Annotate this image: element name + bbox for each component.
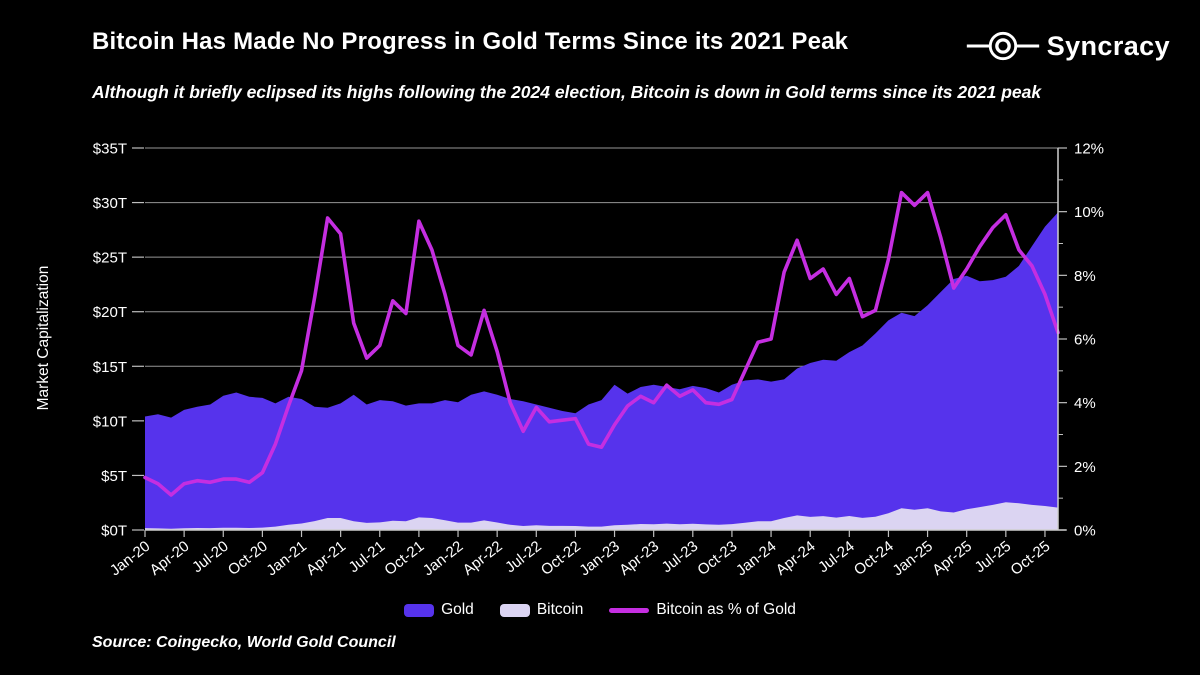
x-tick-label: Jan-22 — [420, 538, 467, 580]
syncracy-logo-icon — [966, 31, 1039, 61]
page-title: Bitcoin Has Made No Progress in Gold Ter… — [92, 28, 849, 55]
x-tick-label: Apr-23 — [616, 538, 662, 579]
right-tick-label: 8% — [1074, 268, 1096, 285]
legend-label: Bitcoin — [536, 601, 584, 618]
y-axis-title: Market Capitalization — [35, 265, 52, 411]
x-tick-label: Jul-24 — [815, 538, 858, 577]
x-tick-label: Jan-24 — [733, 538, 780, 580]
legend-item-pct: Bitcoin as % of Gold — [609, 601, 796, 619]
x-tick-label: Jan-20 — [107, 538, 154, 580]
x-tick-label: Apr-25 — [929, 538, 975, 579]
x-tick-label: Jan-23 — [576, 538, 623, 580]
x-tick-label: Jan-21 — [263, 538, 310, 580]
x-tick-label: Oct-22 — [538, 538, 584, 579]
legend-item-bitcoin: Bitcoin — [499, 601, 584, 619]
left-tick-label: $20T — [93, 304, 127, 321]
left-tick-label: $15T — [93, 359, 127, 376]
right-tick-label: 2% — [1074, 459, 1096, 476]
right-tick-label: 0% — [1074, 523, 1096, 540]
x-tick-label: Oct-24 — [851, 538, 897, 579]
left-tick-label: $35T — [93, 141, 127, 158]
x-tick-label: Apr-21 — [303, 538, 349, 579]
right-tick-label: 10% — [1074, 204, 1104, 221]
bitcoin-as-of-gold-line — [143, 190, 1060, 497]
x-tick-label: Apr-22 — [460, 538, 506, 579]
source-note: Source: Coingecko, World Gold Council — [92, 634, 396, 651]
x-tick-label: Jan-25 — [889, 538, 936, 580]
right-tick-label: 6% — [1074, 332, 1096, 349]
x-tick-label: Jul-22 — [502, 538, 545, 577]
left-tick-label: $25T — [93, 250, 127, 267]
chart-legend: Gold Bitcoin Bitcoin as % of Gold — [0, 601, 1200, 619]
gold-swatch-icon — [404, 603, 435, 617]
right-tick-label: 12% — [1074, 141, 1104, 158]
legend-label: Bitcoin as % of Gold — [656, 601, 796, 618]
pct-line-swatch-icon — [609, 607, 650, 613]
x-tick-label: Oct-20 — [225, 538, 271, 579]
brand-logo: Syncracy — [966, 24, 1170, 68]
x-tick-label: Jul-25 — [972, 538, 1015, 577]
x-tick-label: Oct-21 — [381, 538, 427, 579]
x-tick-label: Jul-21 — [346, 538, 389, 577]
left-tick-label: $10T — [93, 413, 127, 430]
bitcoin-area — [145, 502, 1058, 530]
x-tick-label: Jul-20 — [189, 538, 232, 577]
left-tick-label: $0T — [101, 523, 127, 540]
left-tick-label: $5T — [101, 468, 127, 485]
left-tick-label: $30T — [93, 195, 127, 212]
x-tick-label: Jul-23 — [659, 538, 702, 577]
legend-item-gold: Gold — [404, 601, 474, 619]
x-tick-label: Apr-20 — [147, 538, 193, 579]
x-tick-label: Oct-23 — [694, 538, 740, 579]
x-tick-label: Apr-24 — [773, 538, 819, 579]
x-tick-label: Oct-25 — [1008, 538, 1054, 579]
legend-label: Gold — [441, 601, 474, 618]
right-tick-label: 4% — [1074, 395, 1096, 412]
page-subtitle: Although it briefly eclipsed its highs f… — [92, 82, 1042, 102]
gold-area — [145, 212, 1058, 530]
bitcoin-swatch-icon — [499, 603, 530, 617]
brand-name: Syncracy — [1046, 30, 1170, 61]
